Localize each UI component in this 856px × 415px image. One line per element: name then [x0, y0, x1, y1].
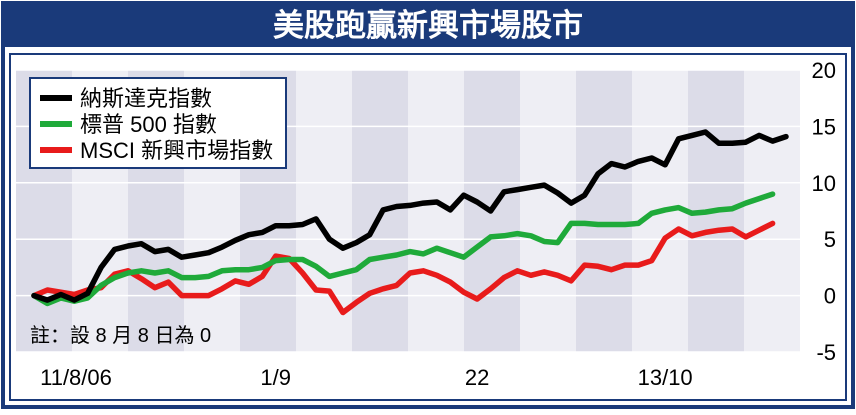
y-tick-label: 20	[812, 58, 836, 83]
x-tick-label: 13/10	[638, 365, 693, 390]
grid-band	[520, 70, 576, 352]
x-axis-ticks: 11/8/06 1/9 22 13/10	[40, 365, 693, 390]
x-tick-label: 11/8/06	[40, 365, 112, 390]
series-line	[31, 220, 776, 316]
y-tick-label: 10	[812, 171, 836, 196]
y-axis-ticks: 20 15 10 5 0 -5	[812, 58, 836, 365]
x-tick-label: 22	[465, 365, 489, 390]
title-bar	[3, 3, 853, 47]
grid-band	[296, 70, 352, 352]
chart-title: 美股跑贏新興市場股市	[273, 8, 583, 43]
series-line	[31, 191, 776, 307]
series-line	[31, 129, 789, 303]
legend-label-msci: MSCI 新興市場指數	[80, 138, 273, 163]
y-tick-label: 15	[812, 114, 836, 139]
legend-box	[29, 77, 287, 169]
grid-bands	[16, 69, 800, 353]
y-tick-label: 5	[824, 227, 836, 252]
grid-band	[744, 70, 800, 352]
grid-band	[408, 70, 464, 352]
y-tick-label: 0	[824, 284, 836, 309]
chart-note: 註：設 8 月 8 日為 0	[30, 324, 211, 347]
series-lines	[31, 129, 789, 316]
legend: 納斯達克指數 標普 500 指數 MSCI 新興市場指數	[29, 77, 287, 169]
legend-label-sp500: 標普 500 指數	[80, 112, 217, 137]
legend-label-nasdaq: 納斯達克指數	[80, 86, 212, 111]
y-tick-label: -5	[816, 340, 836, 365]
x-tick-label: 1/9	[260, 365, 291, 390]
